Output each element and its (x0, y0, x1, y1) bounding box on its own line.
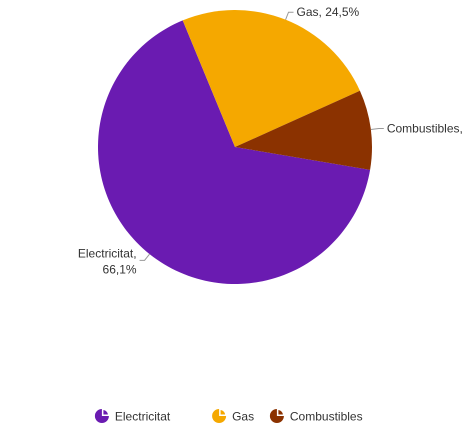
pie-legend-icon (212, 409, 227, 423)
pie-legend-icon-wedge (220, 410, 226, 415)
legend-label: Gas (232, 410, 254, 424)
pie-slices (97, 9, 372, 284)
pie-legend-icon-wedge (278, 410, 283, 415)
pie-slice-gas[interactable] (182, 9, 360, 147)
pie-slice-combustibles[interactable] (235, 90, 372, 170)
data-label-gas: Gas, 24,5% (297, 5, 360, 19)
legend-item-combustibles[interactable]: Combustibles (269, 409, 363, 424)
pie-slice-electricitat[interactable] (97, 20, 371, 284)
leader-line-gas (285, 11, 294, 20)
pie-legend-icon (94, 409, 109, 423)
pie-legend-icon-wedge (103, 410, 108, 415)
legend-item-electricitat[interactable]: Electricitat (94, 409, 171, 424)
legend-item-gas[interactable]: Gas (212, 409, 254, 424)
leader-line-combustibles (370, 128, 384, 131)
data-label-combustibles: Combustibles, 9,4% (387, 122, 464, 136)
legend-label: Electricitat (115, 410, 171, 424)
pie-labels: Electricitat, 66,1% Gas, 24,5% Combustibles… (78, 5, 464, 276)
data-label-electricitat: Electricitat, 66,1% (78, 246, 137, 276)
pie-legend-icon (269, 409, 284, 423)
legend-label: Combustibles (290, 410, 363, 424)
legend: Electricitat Gas Combustibles (94, 409, 363, 424)
leader-line-electricitat (139, 253, 150, 261)
